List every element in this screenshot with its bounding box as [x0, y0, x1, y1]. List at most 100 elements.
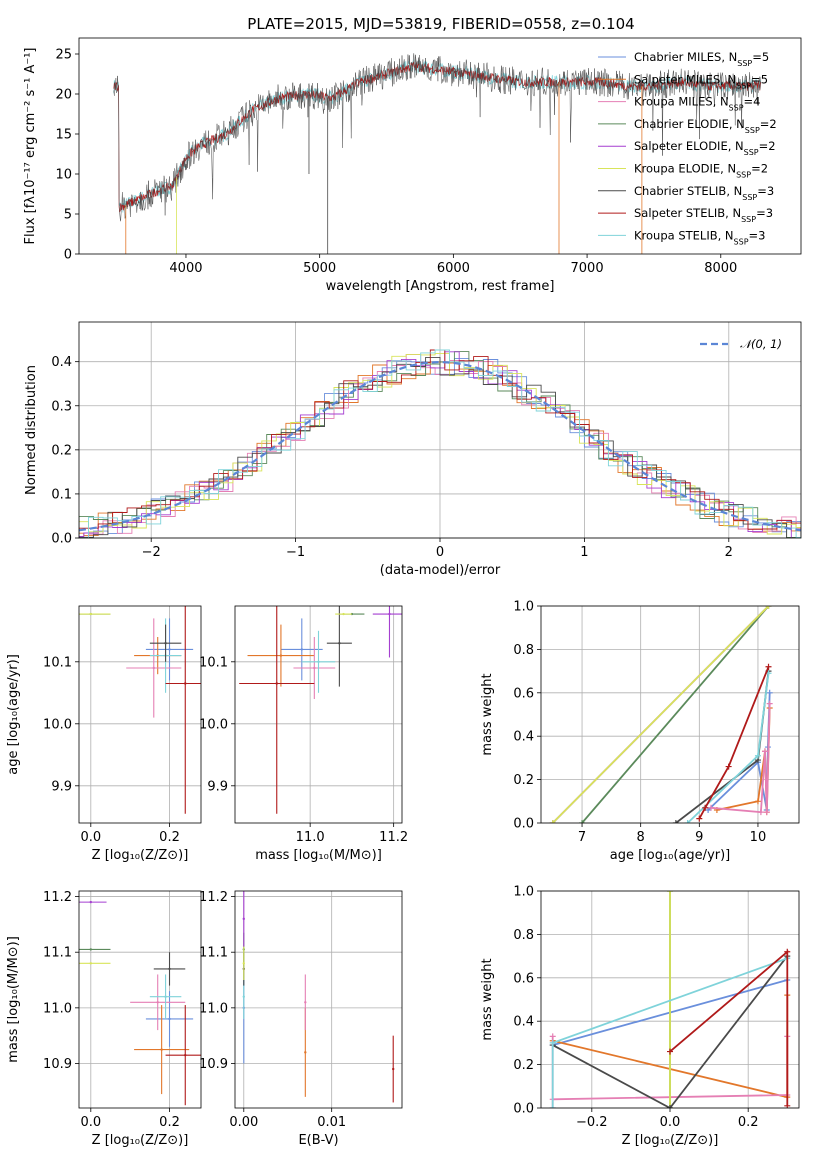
- series-marker: [757, 809, 764, 816]
- x-tick-label: 0.2: [159, 830, 180, 845]
- plot-area: [79, 606, 201, 814]
- x-tick-label: 11.2: [379, 830, 408, 845]
- data-point: [168, 1017, 171, 1021]
- series-marker: [549, 820, 556, 823]
- legend-entry: Salpeter ELODIE, NSSP=2: [634, 139, 776, 157]
- x-tick-label: 0.0: [80, 1115, 101, 1130]
- y-tick-label: 0.3: [51, 399, 72, 414]
- series-marker: [765, 606, 772, 609]
- y-tick-label: 9.9: [207, 779, 228, 794]
- x-tick-label: 0.00: [229, 1115, 258, 1130]
- series-marker: [667, 1048, 673, 1055]
- axes-frame: [234, 890, 403, 1109]
- y-tick-label: 0.0: [51, 532, 72, 547]
- data-point: [160, 1048, 163, 1051]
- series-marker: [684, 820, 691, 823]
- panel-spectrum: 4000 5000 6000 7000 8000 0 5 10 15 20 25 wavelength…: [23, 37, 802, 294]
- panel-Z-mass: 0.0 0.2 10.9 11.0 11.1 11.2 Z [log₁₀(Z/Z⊙)] mas…: [6, 890, 202, 1148]
- plot-area: [239, 606, 402, 814]
- data-point: [164, 642, 167, 645]
- legend-entry: Salpeter STELIB, NSSP=3: [634, 206, 773, 224]
- x-tick-label: 7: [578, 830, 586, 845]
- axes-frame: [78, 321, 802, 539]
- y-tick-label: 0.2: [51, 443, 72, 458]
- plot-area: [113, 53, 762, 254]
- x-tick-label: 4000: [169, 261, 202, 276]
- y-tick-label: 0.6: [513, 971, 534, 986]
- y-tick-label: 9.9: [51, 779, 72, 794]
- y-tick-label: 0.1: [51, 487, 72, 502]
- data-point: [300, 648, 303, 651]
- series-marker: [702, 804, 709, 811]
- y-tick-label: 11.2: [43, 890, 72, 905]
- data-point: [242, 995, 245, 998]
- y-tick-label: 10.9: [199, 1057, 228, 1072]
- series-marker: [725, 763, 732, 770]
- legend-entry: Kroupa MILES, NSSP=4: [634, 95, 760, 113]
- data-point: [242, 917, 245, 921]
- legend-entry: Chabrier MILES, NSSP=5: [634, 50, 769, 68]
- weight-series: [581, 606, 770, 823]
- x-axis-label: Z [log₁₀(Z/Z⊙)]: [92, 1133, 189, 1148]
- x-tick-label: 6000: [437, 261, 470, 276]
- data-point: [184, 682, 187, 685]
- x-tick-label: −0.2: [576, 1115, 608, 1130]
- series-marker: [765, 663, 772, 670]
- y-tick-label: 0.6: [513, 686, 534, 701]
- weight-series: [675, 670, 770, 823]
- data-point: [168, 967, 171, 971]
- y-tick-label: 10.1: [199, 655, 228, 670]
- axes-frame: [234, 605, 403, 824]
- data-point: [89, 948, 93, 951]
- x-axis-label: (data-model)/error: [380, 563, 501, 578]
- x-tick-label: 0: [436, 545, 444, 560]
- series-marker: [784, 948, 791, 955]
- y-tick-label: 11.2: [199, 890, 228, 905]
- plot-area: [79, 349, 801, 538]
- panel-residuals: −2 −1 0 1 2 0.0 0.1 0.2 0.3 0.4 (data-model)/error…: [24, 321, 802, 578]
- plot-area: [242, 891, 395, 1103]
- x-tick-label: 0.2: [738, 1115, 759, 1130]
- legend-entry: Chabrier STELIB, NSSP=3: [634, 184, 774, 202]
- x-tick-label: 7000: [571, 261, 604, 276]
- y-tick-label: 11.0: [43, 1001, 72, 1016]
- axes-frame: [78, 37, 802, 255]
- data-point: [156, 1001, 159, 1004]
- y-tick-label: 1.0: [513, 885, 534, 900]
- x-tick-label: 0.0: [660, 1115, 681, 1130]
- series-marker: [708, 804, 715, 811]
- series-marker: [761, 748, 768, 755]
- legend-entry: 𝒩(0, 1): [740, 337, 782, 351]
- data-point: [242, 962, 245, 965]
- histogram-series: [79, 349, 801, 538]
- y-tick-label: 0.0: [513, 817, 534, 832]
- data-point: [342, 612, 345, 616]
- panel-Z-age: 0.0 0.2 9.9 10.0 10.1 Z [log₁₀(Z/Z⊙)] age [log…: [6, 605, 202, 863]
- weight-series: [707, 692, 771, 811]
- x-tick-label: −2: [142, 545, 161, 560]
- plot-layer: 4000 5000 6000 7000 80000510152025wavelength…: [6, 37, 802, 1148]
- data-point: [89, 962, 93, 965]
- series-marker: [766, 700, 773, 707]
- y-axis-label: mass weight: [480, 673, 495, 755]
- series-marker: [549, 1039, 556, 1046]
- data-point: [275, 682, 278, 685]
- x-tick-label: 11.0: [296, 830, 325, 845]
- y-tick-label: 0.0: [513, 1102, 534, 1117]
- x-axis-label: Z [log₁₀(Z/Z⊙)]: [622, 1133, 719, 1148]
- x-tick-label: −1: [286, 545, 305, 560]
- y-tick-label: 0.2: [513, 1058, 534, 1073]
- series-marker: [754, 798, 761, 805]
- series-marker: [667, 1105, 673, 1108]
- y-tick-label: 0.4: [513, 730, 534, 745]
- y-tick-label: 25: [55, 48, 72, 63]
- y-tick-label: 11.1: [43, 946, 72, 961]
- x-axis-label: wavelength [Angstrom, rest frame]: [326, 279, 555, 294]
- series-marker: [754, 752, 761, 759]
- data-point: [338, 642, 341, 645]
- y-tick-label: 5: [64, 208, 72, 223]
- legend-entry: Kroupa ELODIE, NSSP=2: [634, 162, 768, 180]
- x-tick-label: 0.01: [317, 1115, 346, 1130]
- data-point: [313, 666, 316, 670]
- y-tick-label: 20: [55, 88, 72, 103]
